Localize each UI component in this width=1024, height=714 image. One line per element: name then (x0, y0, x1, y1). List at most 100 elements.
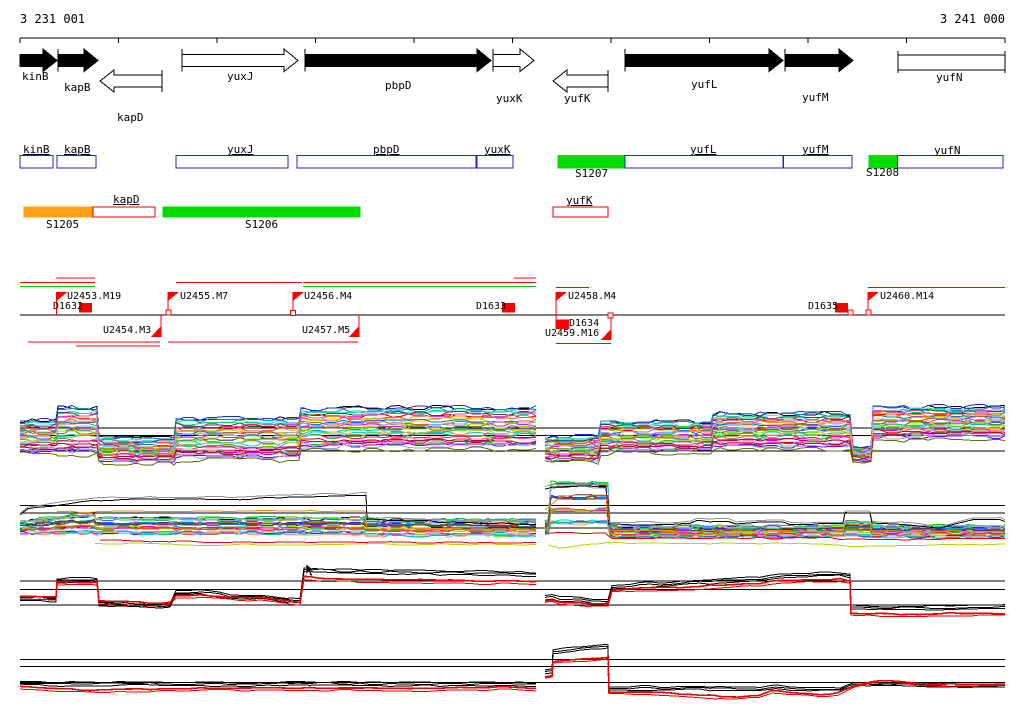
gene-arrow-yuxK[interactable] (492, 47, 535, 73)
expression-track-1-line-27-p0 (20, 428, 537, 455)
row2-box-kinB[interactable] (19, 155, 54, 169)
probe-flag-U2456.M4[interactable] (293, 292, 304, 301)
expression-track-4-series-0-2-0 (19, 680, 536, 684)
expression-track-1-line-32-p1 (544, 424, 1006, 458)
expression-track-2-series-3-0-0 (95, 542, 536, 547)
mouse-cursor-icon (305, 563, 315, 577)
gene-arrow-yufM[interactable] (784, 47, 854, 73)
expression-track-1-line-30-p1 (544, 409, 1006, 451)
probe-box-D1635[interactable] (835, 303, 848, 313)
row2-box-pbpD[interactable] (296, 155, 477, 169)
expression-track-1-line-33-p0 (20, 438, 537, 461)
expression-track-1-line-31-p1 (544, 416, 1006, 454)
probe-flag-U2457.M5[interactable] (349, 326, 359, 337)
expression-track-1-line-26-p1 (544, 416, 1006, 455)
expression-track-2-series-1-0-0 (57, 509, 537, 531)
probe-flag-U2453.M19[interactable] (56, 292, 68, 301)
probe-flag-U2459.M16[interactable] (601, 329, 611, 340)
row2-box-kapB[interactable] (56, 155, 97, 169)
expression-track-4-series-0-1-1 (544, 647, 1005, 692)
expression-track-2-series-0-1-0 (19, 494, 537, 526)
row3-box-S1205[interactable] (23, 206, 94, 218)
probe-box-D1632[interactable] (79, 303, 92, 313)
row2-box-S1208[interactable] (868, 155, 898, 169)
probe-square-U2460.M14 (865, 309, 872, 316)
expression-track-1-line-15-p0 (20, 408, 537, 442)
expression-track-3-series-0-0-1 (544, 573, 1006, 610)
probe-flag-U2455.M7[interactable] (168, 292, 179, 301)
expression-track-2-line-24-p0 (19, 514, 537, 524)
probe-square-U2455.M7 (165, 309, 172, 316)
probe-flag-U2458.M4[interactable] (556, 292, 567, 301)
expression-track-4-series-1-0-1 (544, 656, 1005, 698)
probe-square-D1635 (847, 309, 854, 316)
expression-track-1-line-29-p1 (544, 437, 1006, 465)
expression-track-1-line-29-p0 (20, 446, 537, 466)
expression-track-1-line-24-p1 (544, 434, 1006, 462)
expression-track-1-line-33-p1 (544, 431, 1006, 462)
expression-track-1-line-28-p1 (544, 429, 1006, 461)
expression-track-1-line-25-p0 (20, 411, 537, 444)
probe-box-D1633[interactable] (502, 303, 515, 313)
expression-track-1-line-10-p1 (544, 405, 1006, 450)
expression-track-1-line-13-p0 (20, 432, 537, 458)
expression-track-2-line-26-p1 (544, 508, 1006, 536)
gene-arrow-kapB[interactable] (57, 47, 99, 73)
row2-box-S1207[interactable] (557, 155, 625, 169)
expression-track-1-line-32-p0 (20, 429, 537, 456)
probe-square-U2456.M4 (290, 310, 296, 316)
expression-track-2-line-23-p0 (19, 530, 537, 538)
expression-track-1-line-22-p1 (544, 421, 1006, 457)
expression-track-1-line-30-p0 (20, 412, 537, 445)
expression-track-1-line-24-p0 (20, 442, 537, 464)
gene-arrow-yufL[interactable] (624, 47, 784, 73)
expression-track-2-series-2-0-0 (99, 539, 537, 544)
expression-track-2-line-25-p0 (19, 518, 537, 528)
expression-track-4-series-0-1-0 (19, 683, 536, 688)
expression-track-4-series-1-1-1 (544, 657, 1005, 700)
gene-arrow-yuxJ[interactable] (181, 47, 299, 73)
gene-rect-yufN[interactable] (897, 54, 1006, 71)
row2-box-yuxJ[interactable] (175, 155, 289, 169)
expression-track-1-line-1-p1 (544, 412, 1006, 452)
expression-track-1-line-13-p1 (544, 426, 1006, 458)
row3-box-S1206[interactable] (162, 206, 361, 218)
expression-track-2-line-4-p1 (544, 480, 1006, 529)
expression-track-3-series-0-1-1 (544, 574, 1006, 611)
expression-track-2-line-25-p1 (544, 495, 1006, 533)
row2-box-yufL-yufM[interactable] (624, 155, 853, 169)
gene-arrow-pbpD[interactable] (304, 47, 492, 73)
gene-arrow-kinB[interactable] (19, 47, 58, 73)
expression-track-2-line-17-p0 (19, 520, 537, 529)
probe-square-U2459.M16 (607, 312, 614, 319)
expression-track-2-series-1-0-1 (544, 494, 1005, 533)
expression-track-3-series-1-0-1 (544, 577, 1005, 616)
expression-track-2-line-20-p0 (19, 514, 537, 524)
probe-box-D1634[interactable] (556, 319, 569, 330)
expression-track-1-line-15-p1 (544, 407, 1006, 451)
expression-track-4-series-1-1-0 (19, 688, 537, 694)
probe-flag-U2460.M14[interactable] (868, 292, 879, 301)
row2-box-yufN[interactable] (897, 155, 1004, 169)
expression-track-1-line-31-p0 (20, 420, 537, 451)
expression-track-1-line-5-p0 (20, 404, 537, 441)
gene-arrow-yufK[interactable] (552, 68, 609, 94)
expression-track-3-series-1-1-1 (544, 581, 1005, 618)
expression-track-3-series-1-1-0 (20, 579, 536, 607)
expression-track-2-line-22-p0 (19, 524, 537, 533)
row3-box-yufK[interactable] (552, 206, 609, 218)
expression-track-2-line-27-p0 (20, 530, 537, 538)
row2-box-yuxK[interactable] (476, 155, 514, 169)
expression-track-1-line-27-p1 (544, 422, 1006, 458)
expression-track-2-line-26-p0 (19, 524, 537, 533)
expression-track-2-series-0-0-0 (19, 491, 537, 523)
gene-arrow-kapD[interactable] (99, 68, 163, 94)
expression-track-2-series-2-0-1 (545, 531, 1005, 541)
expression-track-2-series-3-0-1 (547, 541, 1006, 549)
row3-box-kapD[interactable] (92, 206, 156, 218)
probe-flag-U2454.M3[interactable] (151, 326, 161, 337)
expression-track-4-series-1-0-0 (19, 685, 537, 692)
expression-track-2-series-0-1-1 (544, 485, 1006, 529)
